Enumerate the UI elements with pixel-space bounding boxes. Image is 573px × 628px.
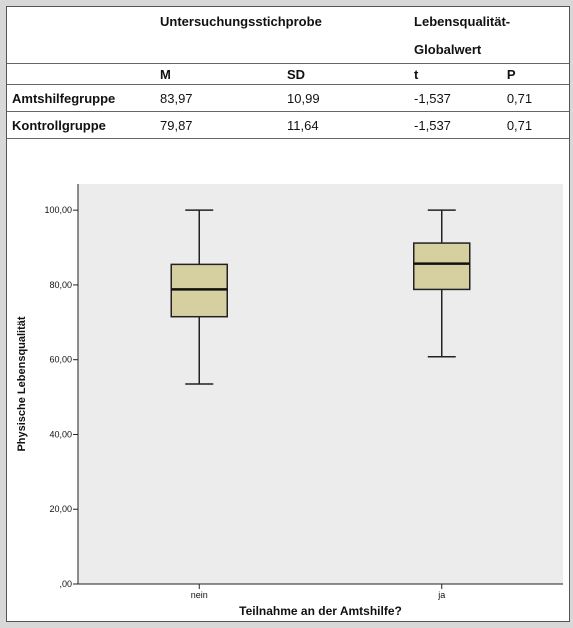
y-tick-label: 40,00 <box>49 429 72 439</box>
table-cell: 79,87 <box>155 111 283 139</box>
table-cell: 0,71 <box>501 84 569 112</box>
table-header-sample: Untersuchungsstichprobe <box>160 13 322 29</box>
table-cell: 10,99 <box>282 84 410 112</box>
column-header-t: t <box>409 63 502 85</box>
table-header-globalwert: Globalwert <box>414 41 482 57</box>
table-header-quality: Lebensqualität- <box>414 13 511 29</box>
column-header-sd: SD <box>282 63 410 85</box>
x-axis-ticks: nein ja <box>191 584 445 600</box>
table-cell: 11,64 <box>282 111 410 139</box>
table-cell: 0,71 <box>501 111 569 139</box>
plot-area <box>78 184 563 584</box>
x-tick-label: nein <box>191 590 208 600</box>
statistics-table: Untersuchungsstichprobe Lebensqualität- … <box>7 7 569 139</box>
boxes-group <box>170 209 471 385</box>
table-cell <box>282 35 409 64</box>
row-label: Amtshilfegruppe <box>7 84 155 112</box>
table-row: Amtshilfegruppe 83,97 10,99 -1,537 0,71 <box>7 84 569 112</box>
y-axis-label: Physische Lebensqualität <box>16 316 28 451</box>
table-cell: -1,537 <box>409 111 502 139</box>
box-nein <box>170 209 228 385</box>
y-axis-ticks: ,00 20,00 40,00 60,00 80,00 100,00 <box>44 205 78 589</box>
y-tick-label: 20,00 <box>49 504 72 514</box>
box-iqr <box>413 242 471 291</box>
y-tick-label: ,00 <box>59 579 72 589</box>
y-tick-label: 80,00 <box>49 280 72 290</box>
boxplot-svg: ,00 20,00 40,00 60,00 80,00 100,00 nein ja Phy… <box>16 184 563 618</box>
table-column-headers: M SD t P <box>7 63 569 85</box>
table-cell: -1,537 <box>409 84 502 112</box>
table-cell: 83,97 <box>155 84 283 112</box>
column-header-m: M <box>155 63 283 85</box>
boxplot-chart: ,00 20,00 40,00 60,00 80,00 100,00 nein ja Phy… <box>7 167 569 623</box>
x-axis-label: Teilnahme an der Amtshilfe? <box>239 604 402 618</box>
box-ja <box>413 209 471 358</box>
table-header-row-1: Untersuchungsstichprobe Lebensqualität- <box>7 7 569 35</box>
x-tick-label: ja <box>437 590 445 600</box>
y-tick-label: 100,00 <box>44 205 72 215</box>
table-cell <box>7 35 155 64</box>
y-tick-label: 60,00 <box>49 355 72 365</box>
table-cell <box>7 7 155 35</box>
column-header <box>7 63 155 85</box>
table-header-row-2: Globalwert <box>7 35 569 64</box>
table-cell <box>155 35 282 64</box>
figure-frame: Untersuchungsstichprobe Lebensqualität- … <box>6 6 570 622</box>
table-row: Kontrollgruppe 79,87 11,64 -1,537 0,71 <box>7 111 569 139</box>
row-label: Kontrollgruppe <box>7 111 155 139</box>
column-header-p: P <box>501 63 569 85</box>
